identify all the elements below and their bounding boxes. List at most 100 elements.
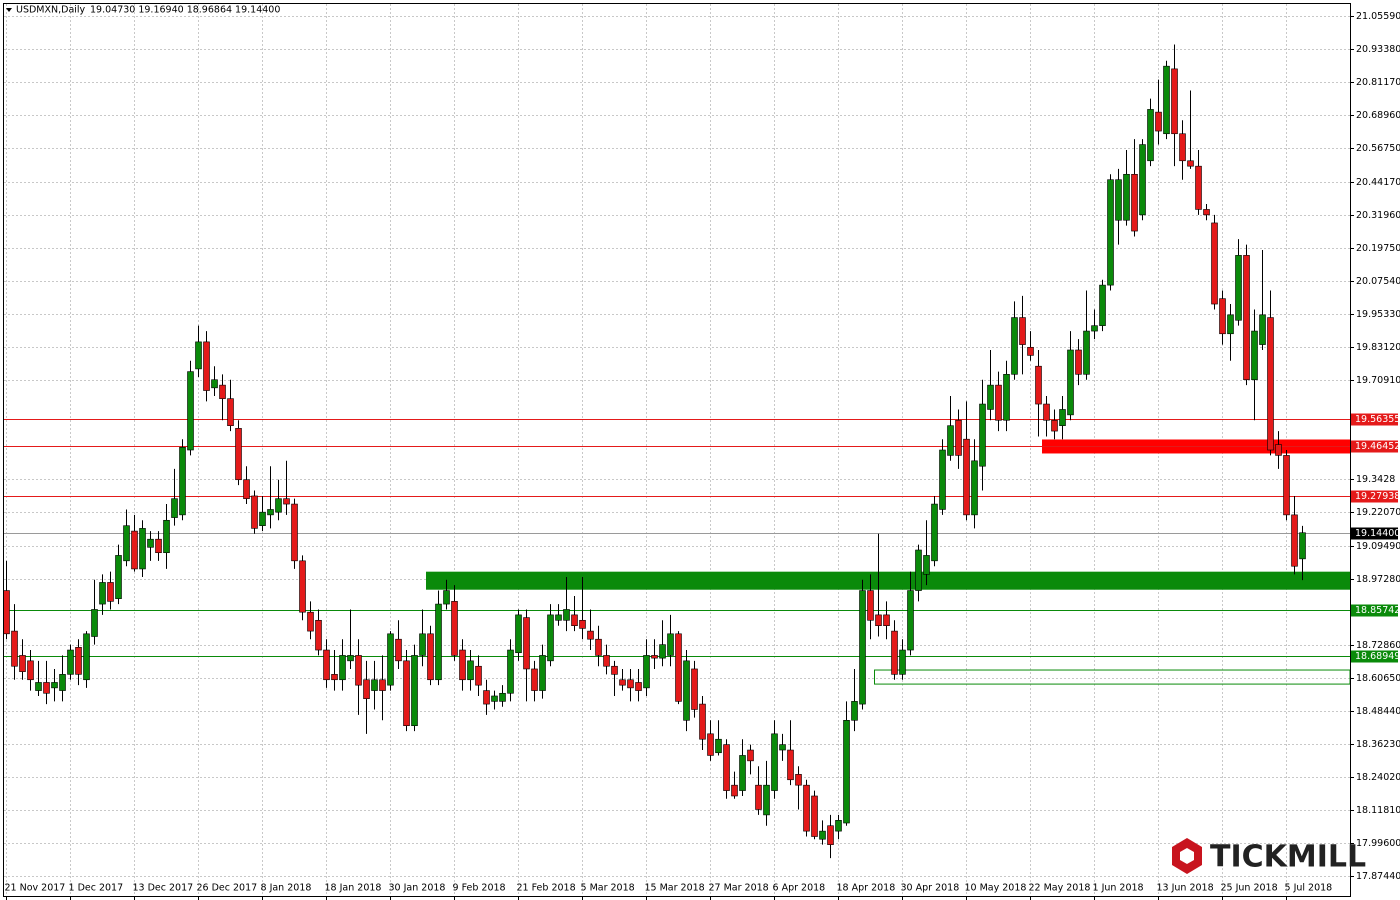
candle-body (315, 619, 322, 651)
candle-body (955, 419, 962, 456)
candle-body (1107, 179, 1114, 286)
candle-body (1067, 349, 1074, 416)
candle-body (243, 479, 250, 499)
x-tick-label: 18 Jan 2018 (325, 883, 382, 894)
candle-body (779, 744, 786, 751)
candle-body (619, 679, 626, 686)
y-tick-label: 18.24020 (1356, 772, 1400, 783)
candle-body (691, 668, 698, 710)
logo-mark-inner (1180, 848, 1194, 864)
candle-body (395, 638, 402, 662)
x-tick-label: 10 May 2018 (965, 883, 1027, 894)
candle-body (219, 384, 226, 399)
x-tick-label: 13 Dec 2017 (133, 883, 194, 894)
candle-body (499, 692, 506, 702)
candle-body (1035, 365, 1042, 405)
price-level-tag (1351, 413, 1398, 426)
candle-body (435, 603, 442, 681)
candle-body (979, 403, 986, 467)
candle-body (1019, 317, 1026, 345)
candle-body (11, 630, 18, 667)
candle-body (819, 830, 826, 840)
candle-body (883, 614, 890, 626)
candle-body (1027, 346, 1034, 356)
y-tick-label: 18.97280 (1356, 574, 1400, 585)
candle-body (1267, 317, 1274, 451)
candle-body (915, 549, 922, 591)
candle-body (851, 701, 858, 721)
candle-body (3, 590, 10, 635)
candle-body (35, 682, 42, 691)
y-tick-label: 18.72860 (1356, 640, 1400, 651)
candle-body (515, 614, 522, 654)
y-tick-label: 21.05590 (1356, 11, 1400, 22)
candle-body (147, 538, 154, 548)
x-tick-label: 13 Jun 2018 (1157, 883, 1214, 894)
y-tick-label: 18.60650 (1356, 673, 1400, 684)
candle-body (27, 660, 34, 681)
candle-body (491, 695, 498, 702)
price-level-label: 18.85742 (1355, 605, 1400, 616)
x-tick-label: 8 Jan 2018 (261, 883, 312, 894)
candle-body (91, 609, 98, 637)
y-tick-label: 18.36230 (1356, 739, 1400, 750)
candle-body (1083, 330, 1090, 375)
candle-body (379, 679, 386, 691)
candle-body (875, 614, 882, 626)
candle-body (1291, 514, 1298, 567)
candle-body (483, 690, 490, 705)
candle-body (323, 649, 330, 681)
candle-body (155, 538, 162, 554)
candle-body (1139, 144, 1146, 216)
candle-body (707, 733, 714, 756)
price-level-label: 19.14400 (1355, 528, 1400, 539)
candle-body (659, 644, 666, 659)
candle-body (1131, 173, 1138, 232)
candle-body (1203, 209, 1210, 216)
candle-body (331, 674, 338, 681)
candle-body (627, 679, 634, 689)
y-tick-label: 20.31960 (1356, 210, 1400, 221)
price-level-label: 18.68949 (1355, 651, 1400, 662)
candle-body (1235, 255, 1242, 321)
x-tick-label: 30 Jan 2018 (389, 883, 446, 894)
y-tick-label: 20.68960 (1356, 110, 1400, 121)
candle-body (947, 425, 954, 456)
candle-body (1259, 314, 1266, 345)
candle-body (715, 738, 722, 754)
price-level-label: 19.27938 (1355, 491, 1400, 502)
plot-frame (3, 3, 1351, 897)
candle-body (643, 655, 650, 689)
y-tick-label: 17.87440 (1356, 871, 1400, 882)
ohlc-readout: 19.04730 19.16940 18.96864 19.14400 (90, 5, 280, 16)
candle-body (939, 449, 946, 510)
x-tick-label: 9 Feb 2018 (453, 883, 506, 894)
candle-body (835, 820, 842, 832)
price-level-label: 19.56355 (1355, 414, 1400, 425)
candle-body (555, 614, 562, 621)
candle-body (43, 682, 50, 694)
candle-body (563, 609, 570, 621)
candle-body (579, 619, 586, 629)
candle-body (987, 384, 994, 410)
candle-body (59, 674, 66, 691)
candle-body (1003, 374, 1010, 421)
y-tick-label: 19.70910 (1356, 375, 1400, 386)
candle-body (299, 560, 306, 613)
price-level-tag (1351, 440, 1398, 453)
candle-body (195, 341, 202, 370)
candle-body (667, 633, 674, 656)
candle-body (1179, 133, 1186, 162)
candle-body (1043, 403, 1050, 421)
candle-body (723, 744, 730, 791)
candle-body (427, 633, 434, 681)
candle-body (899, 649, 906, 675)
x-tick-label: 5 Jul 2018 (1285, 883, 1333, 894)
candle-body (19, 655, 26, 672)
logo: TICKMILL (1172, 838, 1366, 875)
candle-body (83, 633, 90, 681)
x-tick-label: 1 Dec 2017 (69, 883, 124, 894)
x-tick-label: 27 Mar 2018 (709, 883, 769, 894)
logo-text: TICKMILL (1210, 840, 1366, 875)
